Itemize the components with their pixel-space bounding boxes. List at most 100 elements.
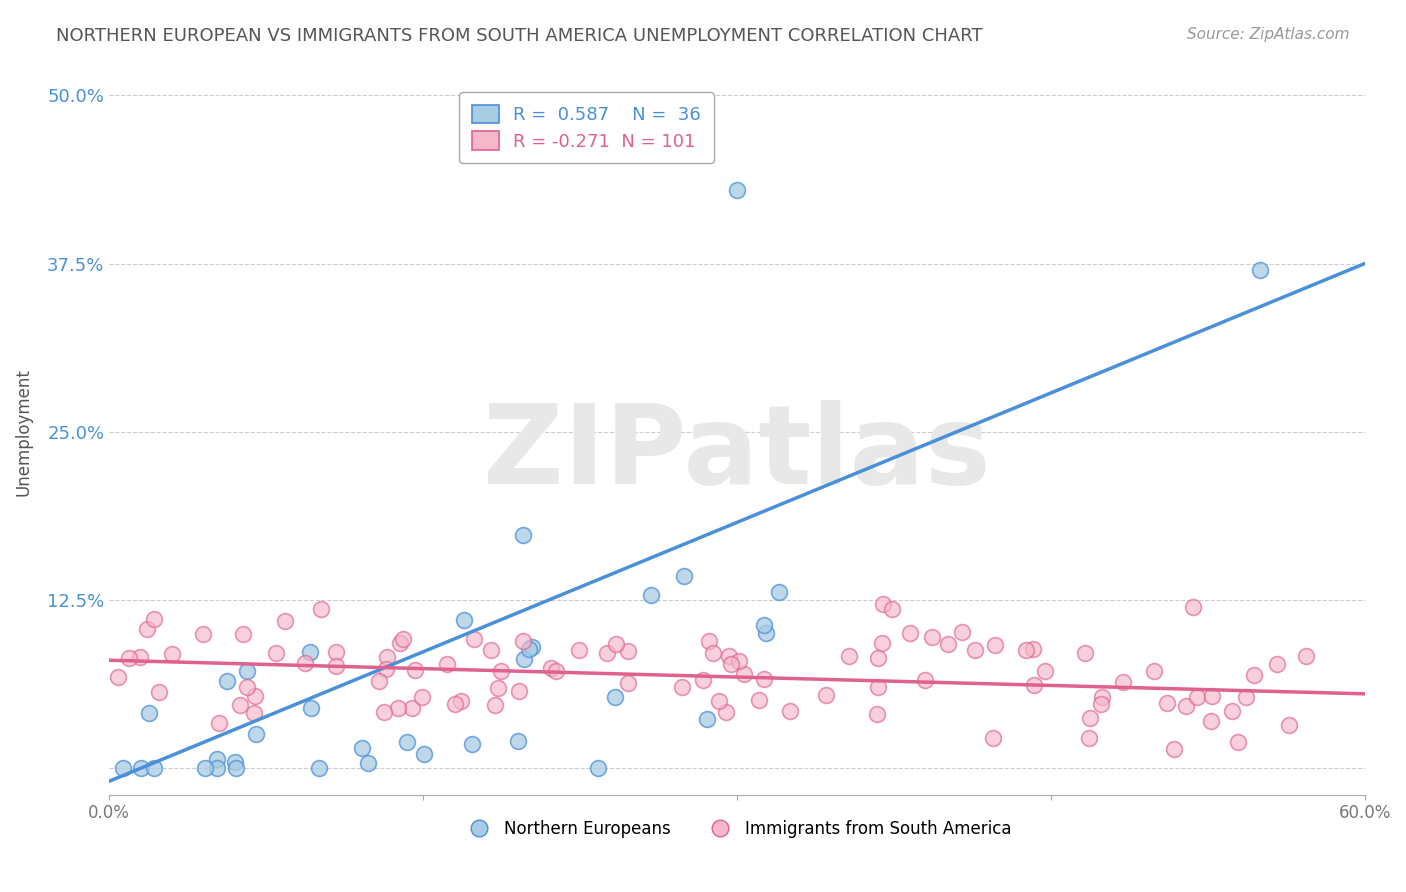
Point xyxy=(697,634,720,648)
Point xyxy=(898,626,921,640)
Point xyxy=(413,747,436,761)
Point xyxy=(215,673,238,688)
Point xyxy=(194,761,217,775)
Point xyxy=(460,737,482,751)
Point xyxy=(596,646,619,660)
Point xyxy=(129,761,152,775)
Point xyxy=(748,692,770,706)
Point xyxy=(520,640,543,654)
Point xyxy=(450,694,472,708)
Point xyxy=(981,731,1004,745)
Point xyxy=(1078,710,1101,724)
Point xyxy=(205,752,228,766)
Point xyxy=(508,684,530,698)
Point xyxy=(866,650,889,665)
Text: NORTHERN EUROPEAN VS IMMIGRANTS FROM SOUTH AMERICA UNEMPLOYMENT CORRELATION CHAR: NORTHERN EUROPEAN VS IMMIGRANTS FROM SOU… xyxy=(56,27,983,45)
Point xyxy=(373,705,395,719)
Point xyxy=(617,644,640,658)
Point xyxy=(112,761,135,775)
Point xyxy=(236,680,259,694)
Point xyxy=(148,685,170,699)
Point xyxy=(1090,697,1112,711)
Point xyxy=(671,680,693,694)
Point xyxy=(1201,689,1223,703)
Point xyxy=(692,673,714,688)
Point xyxy=(1295,649,1317,664)
Point xyxy=(1163,742,1185,756)
Point xyxy=(479,643,502,657)
Point xyxy=(463,632,485,646)
Point xyxy=(983,639,1005,653)
Point xyxy=(720,657,742,671)
Point xyxy=(1022,678,1045,692)
Point xyxy=(264,646,287,660)
Point xyxy=(838,648,860,663)
Point xyxy=(1234,690,1257,704)
Point xyxy=(191,627,214,641)
Point xyxy=(225,761,247,775)
Point xyxy=(702,646,724,660)
Point xyxy=(868,680,890,694)
Text: ZIPatlas: ZIPatlas xyxy=(484,400,991,507)
Legend: Northern Europeans, Immigrants from South America: Northern Europeans, Immigrants from Sout… xyxy=(456,814,1018,845)
Point xyxy=(299,701,322,715)
Point xyxy=(540,661,562,675)
Point xyxy=(921,630,943,644)
Point xyxy=(392,632,415,647)
Point xyxy=(243,706,266,720)
Point xyxy=(733,667,755,681)
Point xyxy=(1220,705,1243,719)
Point xyxy=(294,657,316,671)
Point xyxy=(865,706,887,721)
Point xyxy=(160,647,183,661)
Point xyxy=(352,741,374,756)
Point xyxy=(375,649,398,664)
Point xyxy=(1156,696,1178,710)
Point xyxy=(1015,642,1038,657)
Point xyxy=(936,637,959,651)
Point xyxy=(143,761,166,775)
Point xyxy=(1073,646,1095,660)
Point xyxy=(882,602,904,616)
Point xyxy=(513,652,536,666)
Point xyxy=(388,636,411,650)
Point xyxy=(387,701,409,715)
Point xyxy=(208,716,231,731)
Point xyxy=(1033,664,1056,678)
Point xyxy=(605,637,627,651)
Point xyxy=(453,614,475,628)
Point xyxy=(374,662,396,676)
Point xyxy=(1267,657,1289,672)
Point xyxy=(1181,600,1204,615)
Point xyxy=(488,681,510,695)
Point xyxy=(1091,690,1114,704)
Point xyxy=(325,644,347,658)
Point xyxy=(229,698,252,713)
Point xyxy=(709,693,731,707)
Point xyxy=(952,624,974,639)
Point xyxy=(716,705,738,719)
Point xyxy=(484,698,506,713)
Point xyxy=(725,183,748,197)
Point xyxy=(243,690,266,704)
Point xyxy=(603,690,626,704)
Point xyxy=(444,697,467,711)
Point xyxy=(1185,690,1208,704)
Point xyxy=(491,664,513,678)
Point xyxy=(1078,731,1101,745)
Point xyxy=(1243,667,1265,681)
Y-axis label: Unemployment: Unemployment xyxy=(15,368,32,496)
Point xyxy=(1175,699,1198,714)
Text: Source: ZipAtlas.com: Source: ZipAtlas.com xyxy=(1187,27,1350,42)
Point xyxy=(308,761,330,775)
Point xyxy=(1226,734,1249,748)
Point xyxy=(616,675,638,690)
Point xyxy=(872,597,894,611)
Point xyxy=(205,761,228,775)
Point xyxy=(1021,641,1043,656)
Point xyxy=(411,690,433,704)
Point xyxy=(107,670,129,684)
Point xyxy=(224,755,246,769)
Point xyxy=(696,712,718,726)
Point xyxy=(436,657,458,672)
